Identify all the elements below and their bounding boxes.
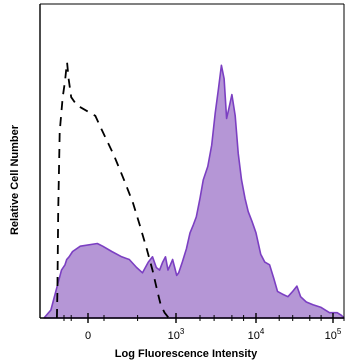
x-tick-label: 103 bbox=[168, 327, 185, 342]
x-tick-label: 104 bbox=[248, 327, 265, 342]
x-tick-label: 0 bbox=[85, 330, 91, 342]
x-axis-ticks: 0 103 104 105 bbox=[63, 313, 345, 342]
y-axis-title: Relative Cell Number bbox=[9, 124, 21, 235]
x-tick-label: 105 bbox=[325, 327, 342, 342]
plot-area bbox=[43, 61, 345, 319]
x-axis-title: Log Fluorescence Intensity bbox=[115, 348, 258, 360]
sample-histogram-area bbox=[43, 64, 345, 319]
control-histogram-dashed-line bbox=[56, 61, 170, 319]
